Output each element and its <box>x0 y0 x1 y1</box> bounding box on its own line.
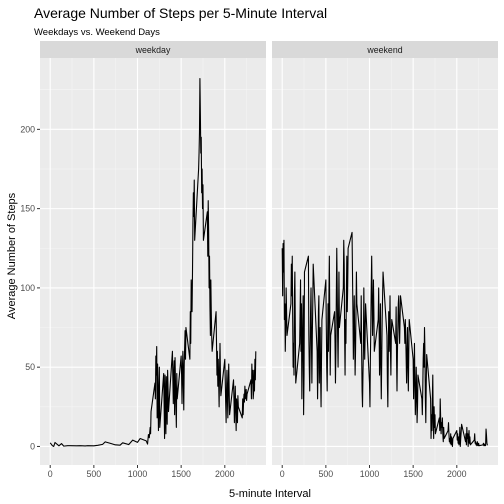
x-tick-label: 1000 <box>128 469 148 479</box>
strip-label-weekday: weekday <box>135 45 171 55</box>
panel-background <box>40 58 266 465</box>
facet-panels: weekday 0 500 1000 1500 2000 weekend 0 500 1000 15… <box>40 41 498 479</box>
y-axis-title: Average Number of Steps <box>6 192 18 319</box>
x-tick-label: 500 <box>87 469 102 479</box>
facet-panel-weekday: weekday 0 500 1000 1500 2000 <box>40 41 266 479</box>
strip-background <box>272 41 498 58</box>
x-tick-label: 2000 <box>447 469 467 479</box>
x-tick-label: 1500 <box>403 469 423 479</box>
y-tick-label: 50 <box>25 362 35 372</box>
y-tick-label: 0 <box>30 441 35 451</box>
chart-title: Average Number of Steps per 5-Minute Int… <box>34 5 327 21</box>
panel-background <box>272 58 498 465</box>
y-tick-label: 200 <box>20 124 35 134</box>
series-line-weekday <box>49 78 257 447</box>
x-tick-label: 0 <box>48 469 53 479</box>
series-line-weekend <box>281 231 488 447</box>
x-tick-label: 0 <box>280 469 285 479</box>
strip-label-weekend: weekend <box>366 45 402 55</box>
x-axis-title: 5-minute Interval <box>229 488 311 500</box>
y-tick-label: 150 <box>20 204 35 214</box>
x-tick-label: 500 <box>319 469 334 479</box>
x-tick-label: 1000 <box>360 469 380 479</box>
y-axis: 0 50 100 150 200 <box>20 124 40 451</box>
strip-background <box>40 41 266 58</box>
x-tick-label: 1500 <box>171 469 191 479</box>
chart-subtitle: Weekdays vs. Weekend Days <box>34 27 160 38</box>
x-tick-label: 2000 <box>215 469 235 479</box>
y-tick-label: 100 <box>20 283 35 293</box>
facet-panel-weekend: weekend 0 500 1000 1500 2000 <box>272 41 498 479</box>
